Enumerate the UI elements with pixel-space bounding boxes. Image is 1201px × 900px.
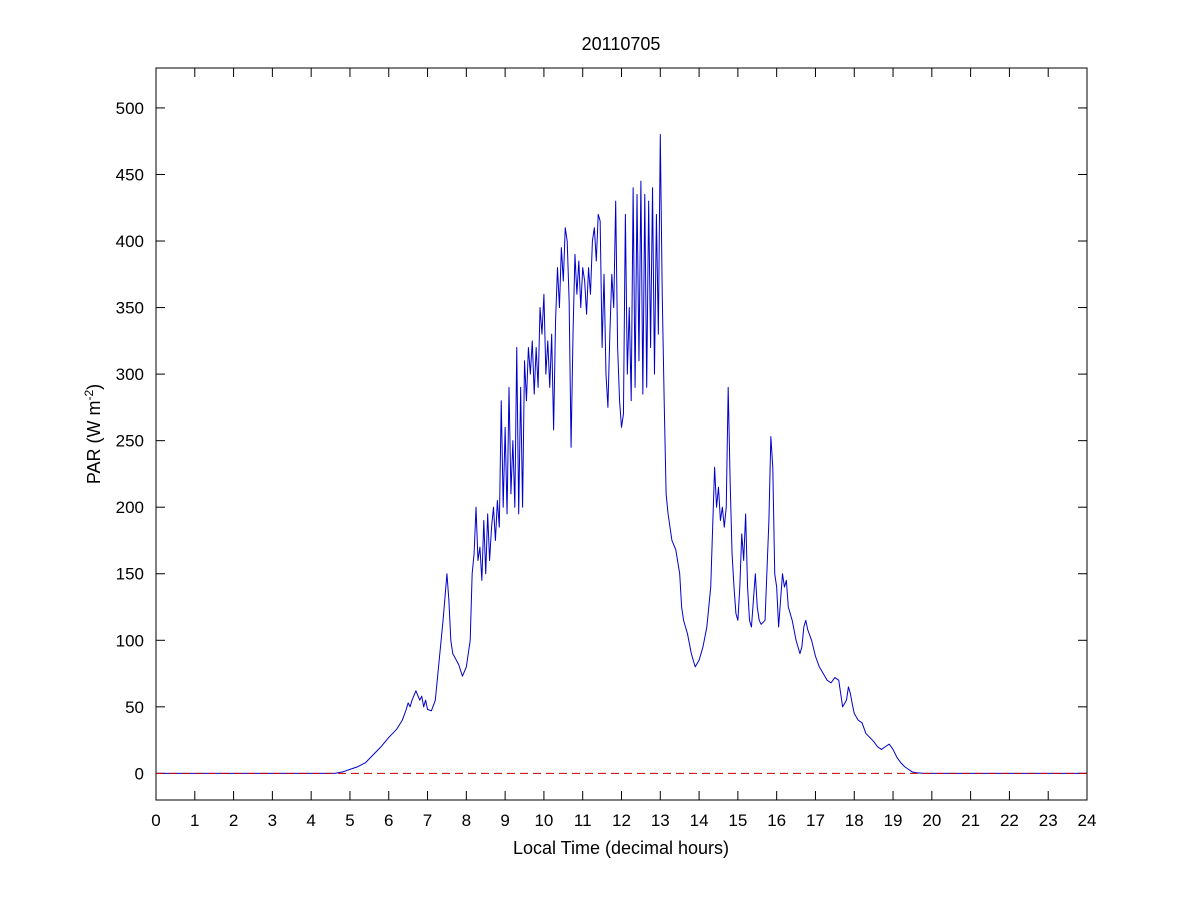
y-tick-label: 250 [116,432,144,451]
y-tick-label: 400 [116,232,144,251]
x-tick-label: 23 [1039,811,1058,830]
y-tick-label: 100 [116,631,144,650]
x-tick-label: 8 [462,811,471,830]
x-tick-label: 20 [922,811,941,830]
x-tick-label: 9 [500,811,509,830]
x-tick-label: 4 [306,811,315,830]
x-tick-label: 19 [884,811,903,830]
chart-title: 20110705 [582,34,661,54]
x-tick-label: 0 [151,811,160,830]
x-tick-label: 12 [612,811,631,830]
x-tick-label: 15 [728,811,747,830]
y-tick-label: 450 [116,165,144,184]
y-tick-label: 0 [135,764,144,783]
axis-ticks: 0 1 2 3 4 5 6 7 8 9 10 11 12 13 14 15 16 17 18 19 20 21 22 23 24… [116,68,1097,830]
series-layer [156,134,1087,774]
par-series-line [156,134,1087,774]
x-tick-label: 22 [1000,811,1019,830]
x-tick-label: 10 [534,811,553,830]
x-tick-label: 21 [961,811,980,830]
x-tick-label: 16 [767,811,786,830]
x-tick-label: 13 [651,811,670,830]
x-tick-label: 24 [1078,811,1097,830]
plot-area [155,67,1088,801]
x-axis-label: Local Time (decimal hours) [513,838,729,858]
x-tick-label: 11 [574,811,592,830]
y-tick-label: 500 [116,99,144,118]
x-tick-label: 14 [690,811,709,830]
y-tick-label: 50 [125,698,144,717]
y-tick-label: 350 [116,299,144,318]
x-tick-label: 6 [384,811,393,830]
y-tick-label: 150 [116,565,144,584]
y-tick-label: 200 [116,498,144,517]
y-axis-label: PAR (W m-2) [82,384,104,484]
y-tick-label: 300 [116,365,144,384]
x-tick-label: 2 [229,811,238,830]
x-tick-label: 1 [190,811,199,830]
x-tick-label: 17 [806,811,825,830]
x-tick-label: 5 [345,811,354,830]
x-tick-label: 7 [423,811,432,830]
x-tick-label: 18 [845,811,864,830]
x-tick-label: 3 [268,811,277,830]
